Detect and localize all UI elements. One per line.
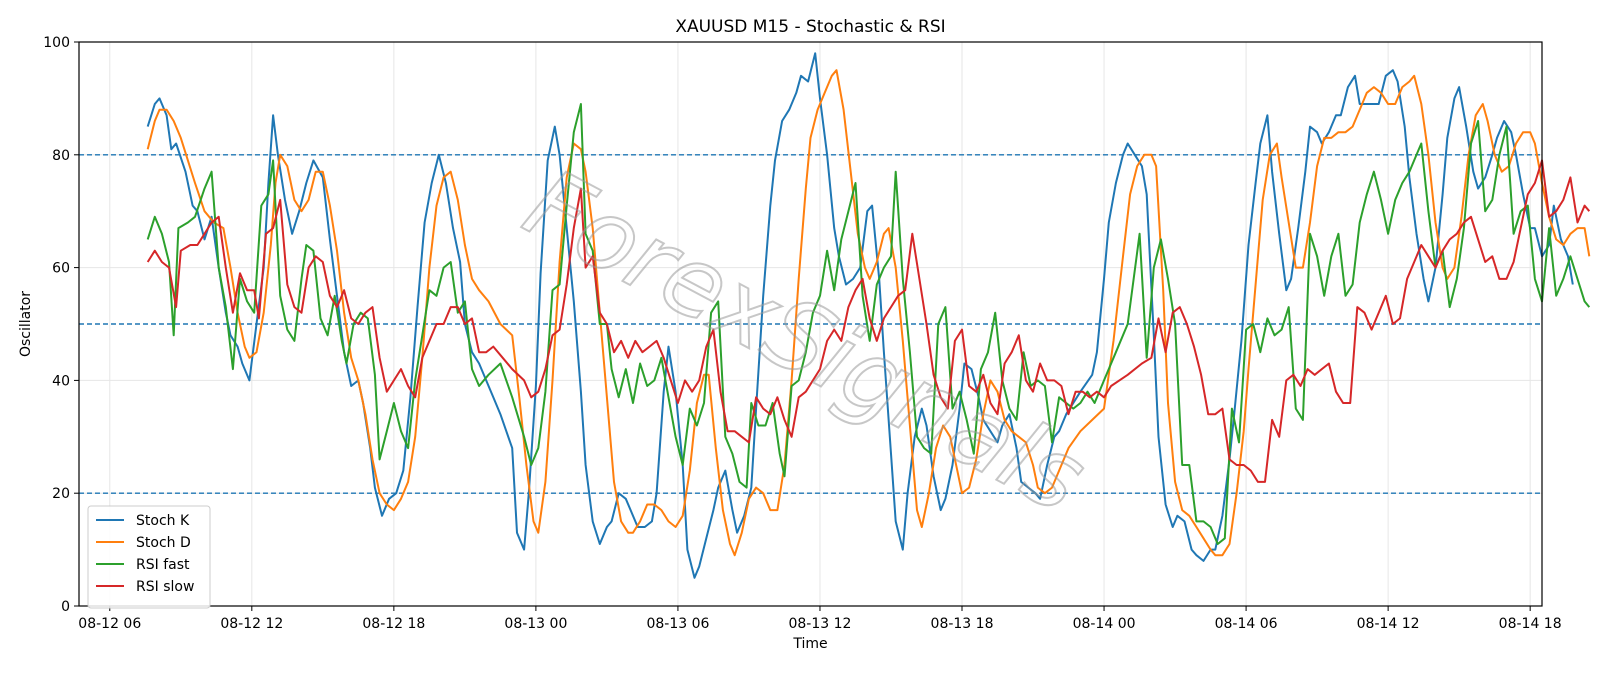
x-tick-label: 08-12 12 (220, 616, 283, 632)
x-tick-label: 08-13 00 (504, 616, 567, 632)
legend: Stoch K Stoch D RSI fast RSI slow (87, 505, 211, 609)
legend-label: RSI fast (136, 557, 190, 573)
series-line-stoch-k (146, 52, 1574, 579)
x-tick-label: 08-13 12 (788, 616, 851, 632)
y-tick-label: 100 (43, 35, 70, 51)
y-tick-label: 80 (52, 148, 70, 164)
series-lines (146, 52, 1591, 579)
x-tick-label: 08-13 06 (646, 616, 709, 632)
y-axis-title: Oscillator (18, 291, 34, 357)
x-tick-label: 08-13 18 (931, 616, 994, 632)
x-tick-label: 08-14 00 (1073, 616, 1136, 632)
x-tick-label: 08-12 18 (362, 616, 425, 632)
x-tick-label: 08-14 18 (1499, 616, 1562, 632)
legend-box (87, 505, 211, 609)
legend-label: Stoch D (136, 535, 191, 551)
legend-label: RSI slow (136, 579, 194, 595)
series-line-stoch-d (146, 69, 1591, 557)
x-tick-label: 08-14 06 (1215, 616, 1278, 632)
y-tick-label: 0 (61, 599, 70, 615)
x-axis-ticks: 08-12 06 08-12 12 08-12 18 08-13 00 08-13 06… (78, 606, 1562, 632)
plot-frame (78, 41, 1543, 607)
series-line-rsi-fast (146, 103, 1591, 545)
x-tick-label: 08-12 06 (78, 616, 141, 632)
legend-label: Stoch K (136, 513, 190, 529)
y-tick-label: 40 (52, 373, 70, 389)
series-line-rsi-slow (146, 159, 1591, 483)
x-tick-label: 08-14 12 (1357, 616, 1420, 632)
y-axis-ticks: 0 20 40 60 80 100 (43, 35, 79, 615)
chart-title: XAUUSD M15 - Stochastic & RSI (675, 17, 945, 37)
x-axis-title: Time (792, 636, 827, 652)
y-tick-label: 20 (52, 486, 70, 502)
y-tick-label: 60 (52, 261, 70, 277)
